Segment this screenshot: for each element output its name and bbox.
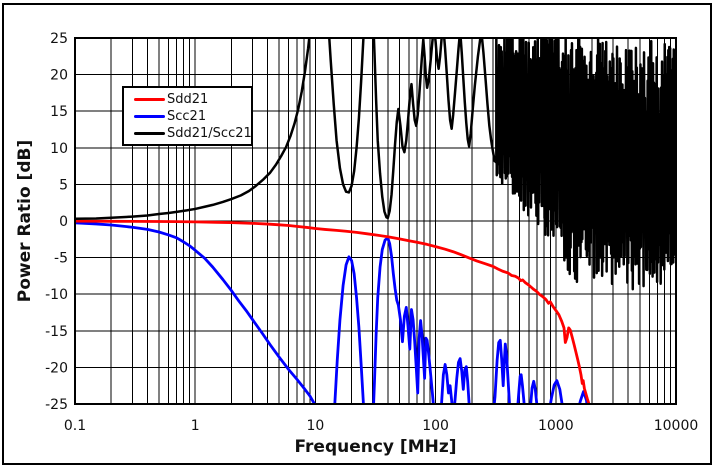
legend-label-scc21: Scc21 xyxy=(167,108,207,124)
curve-scc21 xyxy=(75,221,589,404)
y-tick-label: 15 xyxy=(50,104,68,120)
legend: Sdd21 Scc21 Sdd21/Scc21 xyxy=(122,86,253,146)
x-tick-label: 0.1 xyxy=(64,418,86,434)
legend-line-sample-sdd21 xyxy=(134,97,165,101)
y-tick-label: 20 xyxy=(50,68,68,84)
x-tick-label: 1 xyxy=(191,418,200,434)
plot-frame xyxy=(74,37,677,405)
legend-line-sample-ratio xyxy=(134,131,165,135)
legend-label-sdd21: Sdd21 xyxy=(167,91,209,107)
legend-line-sample-scc21 xyxy=(134,114,165,118)
curve-sdd21 xyxy=(75,219,591,404)
legend-item-scc21: Scc21 xyxy=(134,108,251,124)
y-tick-label: -25 xyxy=(45,397,68,413)
legend-item-sdd21: Sdd21 xyxy=(134,91,251,107)
y-tick-label: -10 xyxy=(45,287,68,303)
y-tick-label: -20 xyxy=(45,360,68,376)
legend-item-ratio: Sdd21/Scc21 xyxy=(134,125,252,141)
y-tick-label: -5 xyxy=(54,251,68,267)
x-tick-label: 100 xyxy=(422,418,449,434)
x-tick-label: 10 xyxy=(306,418,324,434)
y-tick-label: 25 xyxy=(50,31,68,47)
curve-sdd21-over-scc21 xyxy=(75,38,676,291)
legend-label-ratio: Sdd21/Scc21 xyxy=(167,125,252,141)
x-tick-label: 1000 xyxy=(538,418,574,434)
y-tick-label: -15 xyxy=(45,324,68,340)
y-tick-label: 10 xyxy=(50,141,68,157)
x-tick-label: 10000 xyxy=(654,418,699,434)
x-axis-title: Frequency [MHz] xyxy=(294,437,457,457)
y-tick-label: 5 xyxy=(59,177,68,193)
y-axis-title: Power Ratio [dB] xyxy=(15,139,35,303)
y-tick-label: 0 xyxy=(59,214,68,230)
